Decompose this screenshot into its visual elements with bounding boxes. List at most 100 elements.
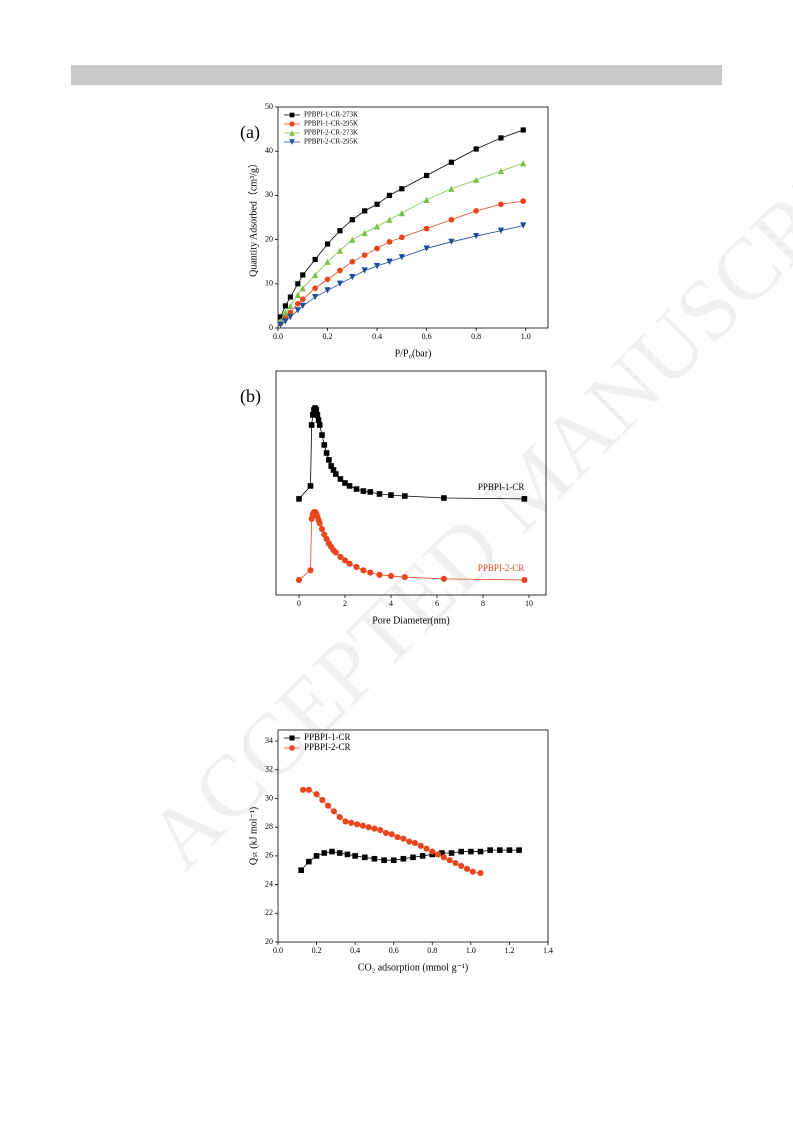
marker	[516, 847, 522, 853]
marker	[446, 857, 453, 864]
marker	[295, 576, 303, 584]
x-tick-label: 0.8	[427, 946, 437, 955]
marker	[299, 296, 306, 303]
marker	[316, 422, 323, 428]
marker	[336, 850, 343, 856]
y-tick-label: 28	[265, 822, 273, 831]
marker	[381, 857, 387, 863]
watermark: ACCEPTED MANUSCRIPT	[130, 82, 793, 889]
marker	[313, 407, 320, 413]
marker	[325, 802, 332, 809]
marker	[361, 252, 368, 258]
legend-label: PPBPI-1-CR-273K	[304, 111, 358, 119]
marker	[520, 127, 526, 133]
marker	[312, 271, 319, 279]
marker	[440, 575, 447, 582]
marker	[342, 480, 348, 486]
marker	[386, 238, 393, 245]
y-tick-label: 20	[265, 234, 273, 243]
marker	[332, 471, 339, 477]
marker	[496, 847, 503, 853]
x-tick-label: 8	[481, 599, 485, 608]
marker	[316, 520, 323, 527]
marker	[277, 321, 284, 329]
marker	[423, 245, 430, 252]
marker	[411, 839, 419, 847]
marker	[386, 192, 393, 198]
marker	[401, 574, 408, 581]
marker	[319, 796, 326, 803]
x-axis-label: CO₂ adsorption (mmol g⁻¹)	[358, 962, 468, 973]
marker	[382, 829, 390, 836]
marker	[312, 256, 318, 263]
marker	[423, 196, 430, 203]
series-label: PPBPI-1-CR	[478, 482, 525, 492]
marker	[299, 786, 307, 793]
y-axis-label: Qₛₜ (kJ mol⁻¹)	[248, 807, 259, 865]
marker	[367, 489, 374, 495]
plot-frame	[277, 729, 549, 943]
marker	[417, 842, 424, 849]
marker	[398, 254, 405, 261]
marker	[323, 450, 330, 456]
legend-marker	[289, 121, 295, 127]
marker	[520, 222, 527, 229]
marker	[314, 412, 321, 418]
x-tick-label: 0.4	[350, 946, 360, 955]
marker	[441, 495, 447, 501]
marker	[330, 808, 338, 815]
marker	[440, 854, 447, 861]
marker	[287, 302, 294, 310]
marker	[434, 851, 442, 858]
marker	[337, 267, 343, 274]
marker	[349, 217, 355, 223]
legend-marker	[289, 745, 295, 751]
x-axis-label: P/P₀(bar)	[395, 348, 432, 359]
marker	[424, 172, 430, 179]
marker	[294, 291, 301, 298]
marker	[352, 853, 358, 859]
marker	[373, 263, 381, 270]
y-tick-label: 26	[265, 851, 273, 860]
marker	[361, 229, 368, 237]
marker	[336, 247, 344, 254]
marker	[337, 476, 344, 482]
marker	[349, 274, 356, 281]
marker	[497, 167, 505, 175]
marker	[477, 870, 484, 877]
marker	[521, 496, 528, 502]
legend-label: PPBPI-1-CR	[304, 732, 351, 742]
marker	[365, 824, 372, 831]
marker	[294, 307, 301, 314]
marker	[299, 285, 306, 292]
y-tick-label: 30	[265, 190, 273, 199]
marker	[330, 467, 337, 473]
marker	[386, 258, 393, 265]
marker	[306, 858, 312, 865]
series-label: PPBPI-2-CR	[478, 563, 525, 573]
marker	[498, 135, 504, 141]
marker	[277, 314, 284, 320]
y-tick-label: 24	[265, 879, 273, 888]
marker	[399, 186, 405, 192]
x-tick-label: 0.2	[312, 946, 322, 955]
marker	[374, 245, 380, 252]
plot-frame	[275, 370, 547, 596]
marker	[282, 303, 289, 309]
marker	[300, 272, 306, 278]
y-tick-label: 40	[265, 146, 273, 155]
marker	[410, 854, 416, 861]
marker	[448, 185, 455, 192]
marker	[520, 198, 527, 205]
marker	[401, 493, 408, 499]
marker	[473, 232, 480, 240]
marker	[400, 855, 407, 862]
marker	[344, 851, 351, 858]
marker	[359, 822, 366, 829]
x-tick-label: 0	[297, 599, 301, 608]
marker	[388, 492, 394, 498]
marker	[326, 457, 332, 463]
marker	[313, 791, 320, 798]
marker	[506, 847, 513, 853]
x-tick-label: 0.4	[372, 332, 382, 341]
